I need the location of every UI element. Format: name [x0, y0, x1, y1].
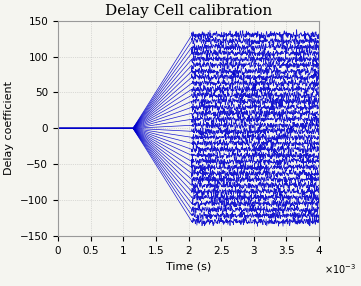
X-axis label: Time (s): Time (s)	[166, 261, 211, 271]
Title: Delay Cell calibration: Delay Cell calibration	[105, 4, 272, 18]
Text: $\times10^{-3}$: $\times10^{-3}$	[324, 262, 356, 275]
Y-axis label: Delay coefficient: Delay coefficient	[4, 81, 14, 175]
